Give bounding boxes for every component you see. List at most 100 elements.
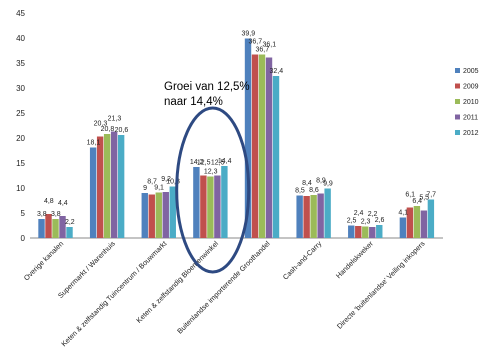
- bar: [427, 199, 435, 238]
- y-tick-label: 40: [16, 34, 25, 43]
- data-label: 8,7: [147, 179, 157, 186]
- data-label: 4,1: [398, 210, 408, 217]
- bar: [265, 57, 273, 238]
- bar: [406, 207, 414, 238]
- bar: [96, 136, 104, 238]
- legend-swatch: [455, 68, 460, 73]
- legend-label: 2010: [463, 99, 479, 106]
- data-label: 2,3: [361, 219, 371, 226]
- legend-label: 2011: [463, 115, 478, 122]
- legend-swatch: [455, 114, 460, 120]
- data-label: 18,1: [87, 140, 101, 147]
- bar: [155, 192, 162, 238]
- data-label: 2,5: [347, 218, 357, 225]
- bar: [258, 54, 266, 238]
- legend: 2005 2009 2010 2011 2012: [455, 68, 479, 137]
- data-label: 3,8: [51, 211, 61, 218]
- bar: [251, 54, 259, 238]
- data-label: 2,6: [375, 217, 385, 224]
- data-label: 9,9: [323, 181, 333, 188]
- data-label: 6,1: [405, 192, 415, 199]
- bar: [148, 194, 155, 238]
- data-label: 20,6: [115, 127, 129, 134]
- data-label: 39,9: [242, 31, 256, 38]
- data-label: 2,4: [354, 210, 364, 217]
- y-tick-label: 30: [16, 84, 25, 93]
- data-label: 8,5: [295, 188, 305, 195]
- legend-label: 2005: [463, 68, 479, 75]
- x-tick-label: Keten & zelfstandig Bloemenwinkel: [134, 239, 220, 325]
- bar: [66, 227, 73, 238]
- data-label: 7,7: [426, 192, 436, 199]
- legend-swatch: [455, 130, 460, 135]
- data-label: 4,4: [58, 200, 68, 207]
- data-label: 4,8: [44, 198, 54, 205]
- data-label: 2,2: [65, 219, 75, 226]
- annotation: Groei van 12,5% naar 14,4%: [164, 81, 251, 274]
- annotation-text-line1: Groei van 12,5%: [164, 81, 250, 93]
- bar: [141, 193, 148, 238]
- bar: [89, 147, 97, 238]
- bar: [200, 175, 207, 238]
- data-label: 10,3: [166, 179, 180, 186]
- bar: [214, 175, 221, 238]
- bar: [45, 214, 52, 238]
- bar: [362, 226, 369, 238]
- bar: [103, 134, 111, 238]
- y-tick-label: 45: [16, 9, 25, 18]
- bar: [169, 186, 176, 238]
- data-label: 12,3: [204, 169, 218, 176]
- data-label: 5,5: [419, 195, 429, 202]
- highlight-ellipse: [175, 106, 251, 274]
- data-label: 20,3: [94, 121, 108, 128]
- data-label: 8,9: [316, 178, 326, 185]
- data-label: 6,4: [412, 198, 422, 205]
- bar: [376, 225, 383, 238]
- legend-swatch: [455, 99, 460, 104]
- x-tick-label: Keten & zelfstandig Tuincentrum / Bouwma…: [59, 239, 168, 348]
- data-label: 8,6: [309, 187, 319, 194]
- bar: [38, 219, 45, 238]
- legend-label: 2012: [463, 130, 479, 137]
- data-label: 32,4: [270, 68, 284, 75]
- bar: [52, 219, 59, 238]
- data-label: 9: [143, 185, 147, 192]
- data-label: 9,1: [154, 185, 164, 192]
- data-label: 2,2: [368, 211, 378, 218]
- x-tick-label: Supermarkt / Warenhuis: [56, 239, 117, 300]
- bar: [207, 176, 214, 238]
- bar: [110, 131, 118, 238]
- bar: [348, 225, 355, 238]
- bar: [244, 38, 252, 238]
- bar: [221, 166, 228, 238]
- bar: [324, 188, 331, 238]
- axes: 0 5 10 15 20 25 30 35 40 45: [16, 9, 443, 243]
- data-label: 8,4: [302, 180, 312, 187]
- y-tick-label: 25: [16, 109, 25, 118]
- bar: [399, 217, 407, 238]
- bar: [369, 227, 376, 238]
- data-label: 14,2: [190, 159, 204, 166]
- data-label: 36,1: [263, 42, 277, 49]
- x-tick-label: Overige kanalen: [22, 239, 65, 282]
- data-label: 3,8: [37, 211, 47, 218]
- legend-swatch: [455, 83, 460, 89]
- annotation-text-line2: naar 14,4%: [164, 96, 223, 108]
- data-label: 21,3: [108, 116, 122, 123]
- y-tick-label: 10: [16, 184, 25, 193]
- x-tick-label: Handelskweker: [334, 239, 376, 281]
- bar: [117, 135, 125, 238]
- bar: [272, 76, 280, 238]
- x-tick-label: Directe 'buitenlandse' Veiling inkopers: [335, 239, 427, 331]
- bar: [303, 196, 310, 238]
- legend-label: 2009: [463, 84, 479, 91]
- y-tick-label: 0: [21, 234, 26, 243]
- y-tick-label: 5: [21, 209, 26, 218]
- x-tick-label: Cash-and-Carry: [281, 239, 324, 282]
- bar: [59, 216, 66, 238]
- data-label: 20,8: [101, 126, 115, 133]
- bar: [413, 206, 421, 238]
